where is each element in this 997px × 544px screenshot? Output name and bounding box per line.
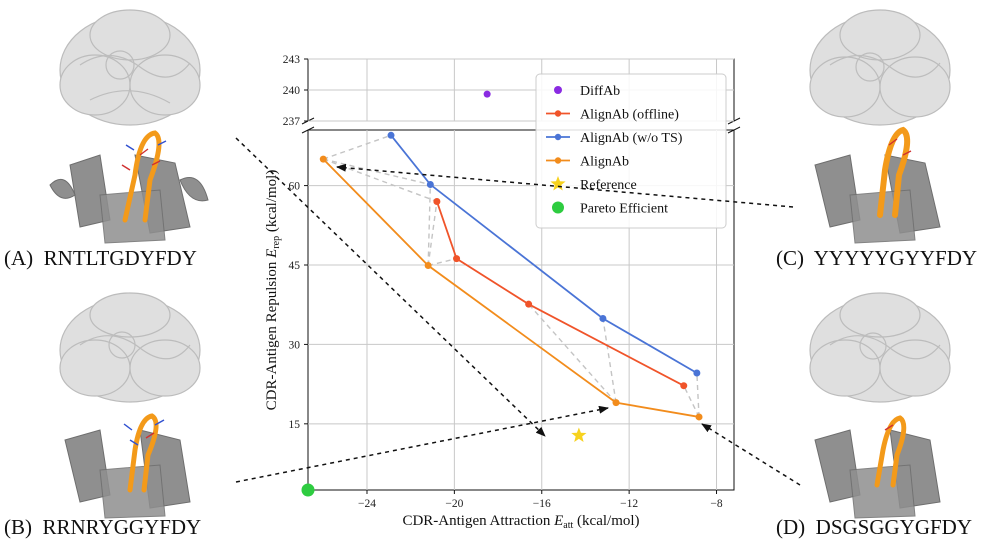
connector-line (427, 201, 438, 266)
data-point (453, 255, 461, 263)
data-series (301, 90, 703, 497)
panel-label-a: (A) RNTLTGDYFDY (4, 246, 197, 271)
axis-ticks: −24 −20 −16 −12 −8 15 30 45 60 237 240 243 (283, 54, 723, 510)
panel-letter: (A) (4, 246, 34, 270)
legend-label: DiffAb (580, 84, 620, 99)
legend-item: AlignAb (546, 155, 629, 170)
x-tick-label: −16 (533, 498, 551, 510)
x-axis-label: CDR-Antigen Attraction Eatt (kcal/mol) (402, 513, 639, 531)
series-line (390, 134, 698, 374)
y-tick-label: 45 (289, 260, 301, 272)
legend-marker (552, 201, 564, 214)
panel-label-b: (B) RRNRYGGYFDY (4, 515, 201, 540)
panel-letter: (D) (776, 515, 806, 539)
legend-marker (554, 86, 562, 94)
legend-item: Pareto Efficient (552, 201, 668, 217)
legend-marker (554, 133, 562, 141)
legend-marker (554, 110, 562, 117)
connector-line (528, 303, 617, 404)
legend-label: AlignAb (offline) (580, 108, 679, 123)
series-reference (571, 427, 587, 442)
x-tick-label: −20 (445, 498, 463, 510)
annotation-arrows (235, 137, 801, 486)
series-alignab-w-o-ts (387, 131, 701, 377)
series-pareto-efficient (301, 483, 315, 497)
panel-letter: (C) (776, 246, 804, 270)
data-point (433, 197, 441, 205)
connector-line (323, 158, 438, 203)
legend-item: Reference (550, 176, 637, 193)
protein-structure-a (49, 9, 209, 244)
protein-structure-d (809, 292, 951, 519)
y-tick-label: 15 (289, 419, 301, 431)
legend-item: DiffAb (554, 84, 620, 99)
data-point (319, 155, 327, 163)
legend-item: AlignAb (offline) (546, 108, 679, 123)
series-alignab-offline (433, 197, 688, 390)
connector-line (323, 158, 431, 186)
x-tick-label: −24 (358, 498, 376, 510)
panel-sequence: YYYYYGYYFDY (813, 246, 978, 270)
legend-item: AlignAb (w/o TS) (546, 131, 683, 146)
x-tick-label: −12 (620, 498, 638, 510)
panel-sequence: RRNRYGGYFDY (42, 515, 202, 539)
protein-structure-c (809, 9, 951, 244)
data-point (483, 90, 491, 98)
y-tick-label: 240 (283, 85, 301, 97)
panel-sequence: DSGSGGYGFDY (815, 515, 973, 539)
legend: DiffAb AlignAb (offline) AlignAb (w/o TS) A… (535, 73, 727, 229)
cdr-loop (122, 130, 162, 223)
legend-marker (554, 157, 562, 164)
data-point (424, 262, 432, 270)
panel-sequence: RNTLTGDYFDY (43, 246, 197, 270)
data-point (426, 181, 434, 189)
y-tick-label: 243 (283, 54, 301, 66)
protein-structure-b (59, 292, 201, 519)
data-point (680, 382, 688, 390)
data-point (525, 300, 533, 308)
connector-line (683, 385, 700, 418)
legend-label: AlignAb (580, 155, 629, 170)
series-alignab (319, 155, 703, 421)
connector-line (427, 257, 457, 267)
data-point (695, 413, 703, 421)
legend-marker (550, 176, 566, 191)
panel-label-d: (D) DSGSGGYGFDY (776, 515, 972, 540)
panel-letter: (B) (4, 515, 32, 539)
data-point (693, 369, 701, 377)
y-tick-label: 30 (289, 339, 301, 351)
connector-line (696, 372, 700, 417)
arrow-d-to-point (701, 423, 801, 486)
connector-line (323, 134, 392, 160)
y-tick-label: 237 (283, 116, 301, 128)
legend-label: AlignAb (w/o TS) (580, 131, 683, 146)
panel-label-c: (C) YYYYYGYYFDY (776, 246, 977, 271)
x-tick-label: −8 (710, 498, 722, 510)
data-point (599, 314, 607, 322)
legend-label: Pareto Efficient (580, 202, 668, 217)
data-point (387, 131, 395, 139)
legend-label: Reference (580, 178, 637, 193)
data-point (612, 399, 620, 407)
connector-line (602, 318, 617, 403)
connector-line (427, 184, 432, 266)
y-axis-label: CDR-Antigen Repulsion Erep (kcal/mol) (264, 170, 282, 411)
arrow-a-to-point (235, 137, 546, 437)
series-diffab (483, 90, 491, 98)
data-point (301, 483, 315, 497)
data-point-star (571, 427, 587, 442)
series-line (322, 158, 700, 418)
series-line (436, 201, 685, 387)
lower-plot-frame (307, 129, 735, 491)
y-tick-label: 60 (289, 181, 301, 193)
